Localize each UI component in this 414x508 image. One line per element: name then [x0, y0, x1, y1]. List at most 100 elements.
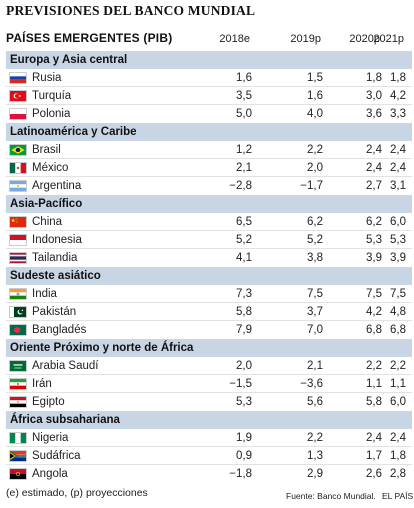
- table-subtitle: PAÍSES EMERGENTES (PIB): [6, 31, 173, 45]
- gdp-value: 1,8: [366, 72, 382, 84]
- gdp-value: 6,2: [366, 216, 382, 228]
- gdp-value: 2,1: [307, 360, 323, 372]
- source-note: Fuente: Banco Mundial.: [286, 491, 376, 501]
- gdp-value: −1,8: [229, 468, 252, 480]
- country-name: Nigeria: [32, 432, 69, 444]
- argentina-flag-icon: [9, 180, 27, 192]
- russia-flag-icon: [9, 72, 27, 84]
- country-name: Polonia: [32, 108, 71, 120]
- gdp-value: 2,2: [307, 432, 323, 444]
- section-header: Asia-Pacífico: [6, 195, 412, 213]
- forecast-table: Europa y Asia central Rusia 1,6 1,5 1,8 1,8 Tu…: [6, 51, 412, 483]
- thailand-flag-icon: [9, 252, 27, 264]
- gdp-value: 1,8: [390, 450, 406, 462]
- country-name: Angola: [32, 468, 68, 480]
- country-name: Tailandia: [32, 252, 78, 264]
- section-header: Europa y Asia central: [6, 51, 412, 69]
- table-row: Egipto 5,3 5,6 5,8 6,0: [6, 393, 412, 411]
- gdp-value: 5,2: [307, 234, 323, 246]
- gdp-value: 5,8: [236, 306, 252, 318]
- gdp-value: 3,0: [366, 90, 382, 102]
- gdp-value: −1,5: [229, 378, 252, 390]
- gdp-value: 3,6: [366, 108, 382, 120]
- table-row: China 6,5 6,2 6,2 6,0: [6, 213, 412, 231]
- country-name: Pakistán: [32, 306, 77, 318]
- country-name: Irán: [32, 378, 52, 390]
- table-row: Rusia 1,6 1,5 1,8 1,8: [6, 69, 412, 87]
- brazil-flag-icon: [9, 144, 27, 156]
- gdp-value: 7,5: [307, 288, 323, 300]
- column-headers: 2018e 2019p 2020p 2021p: [0, 33, 414, 49]
- table-row: Sudáfrica 0,9 1,3 1,7 1,8: [6, 447, 412, 465]
- indonesia-flag-icon: [9, 234, 27, 246]
- gdp-value: 6,8: [390, 324, 406, 336]
- gdp-value: 2,0: [236, 360, 252, 372]
- gdp-value: 2,4: [366, 432, 382, 444]
- table-row: Nigeria 1,9 2,2 2,4 2,4: [6, 429, 412, 447]
- gdp-value: 1,8: [390, 72, 406, 84]
- gdp-value: 2,4: [390, 144, 406, 156]
- table-row: Irán −1,5 −3,6 1,1 1,1: [6, 375, 412, 393]
- table-row: India 7,3 7,5 7,5 7,5: [6, 285, 412, 303]
- footnote: (e) estimado, (p) proyecciones: [6, 487, 148, 499]
- gdp-value: 2,2: [366, 360, 382, 372]
- column-header: 2019p: [290, 33, 321, 45]
- country-name: China: [32, 216, 63, 228]
- gdp-value: 6,5: [236, 216, 252, 228]
- country-name: Sudáfrica: [32, 450, 81, 462]
- table-row: Bangladés 7,9 7,0 6,8 6,8: [6, 321, 412, 339]
- gdp-value: 7,3: [236, 288, 252, 300]
- gdp-value: 1,2: [236, 144, 252, 156]
- china-flag-icon: [9, 216, 27, 228]
- gdp-value: 5,2: [236, 234, 252, 246]
- gdp-value: 3,5: [236, 90, 252, 102]
- gdp-value: 4,1: [236, 252, 252, 264]
- country-name: Egipto: [32, 396, 65, 408]
- angola-flag-icon: [9, 468, 27, 480]
- gdp-value: 2,4: [390, 162, 406, 174]
- gdp-value: 5,3: [236, 396, 252, 408]
- mexico-flag-icon: [9, 162, 27, 174]
- table-row: Pakistán 5,8 3,7 4,2 4,8: [6, 303, 412, 321]
- gdp-value: 3,9: [366, 252, 382, 264]
- gdp-value: 1,3: [307, 450, 323, 462]
- gdp-value: 4,0: [307, 108, 323, 120]
- gdp-value: 5,0: [236, 108, 252, 120]
- south-africa-flag-icon: [9, 450, 27, 462]
- gdp-value: 6,0: [390, 216, 406, 228]
- gdp-value: 2,8: [390, 468, 406, 480]
- table-row: México 2,1 2,0 2,4 2,4: [6, 159, 412, 177]
- gdp-value: 2,4: [390, 432, 406, 444]
- gdp-value: 2,4: [366, 162, 382, 174]
- gdp-value: 2,0: [307, 162, 323, 174]
- gdp-value: 2,2: [390, 360, 406, 372]
- country-name: Indonesia: [32, 234, 82, 246]
- gdp-value: −3,6: [300, 378, 323, 390]
- gdp-value: 3,1: [390, 180, 406, 192]
- gdp-value: 2,4: [366, 144, 382, 156]
- gdp-value: 4,8: [390, 306, 406, 318]
- india-flag-icon: [9, 288, 27, 300]
- page-title: PREVISIONES DEL BANCO MUNDIAL: [6, 3, 256, 18]
- gdp-value: 4,2: [366, 306, 382, 318]
- gdp-value: 1,9: [236, 432, 252, 444]
- country-name: Bangladés: [32, 324, 87, 336]
- iran-flag-icon: [9, 378, 27, 390]
- gdp-value: 6,2: [307, 216, 323, 228]
- section-header: Latinoamérica y Caribe: [6, 123, 412, 141]
- table-row: Argentina −2,8 −1,7 2,7 3,1: [6, 177, 412, 195]
- egypt-flag-icon: [9, 396, 27, 408]
- gdp-value: 5,3: [366, 234, 382, 246]
- section-header: África subsahariana: [6, 411, 412, 429]
- gdp-value: 2,9: [307, 468, 323, 480]
- column-header: 2018e: [219, 33, 250, 45]
- gdp-value: 1,6: [236, 72, 252, 84]
- gdp-value: 2,1: [236, 162, 252, 174]
- gdp-value: 5,8: [366, 396, 382, 408]
- country-name: Rusia: [32, 72, 62, 84]
- nigeria-flag-icon: [9, 432, 27, 444]
- gdp-value: 4,2: [390, 90, 406, 102]
- gdp-value: 6,0: [390, 396, 406, 408]
- gdp-value: 7,0: [307, 324, 323, 336]
- column-header: 2020p: [349, 33, 380, 45]
